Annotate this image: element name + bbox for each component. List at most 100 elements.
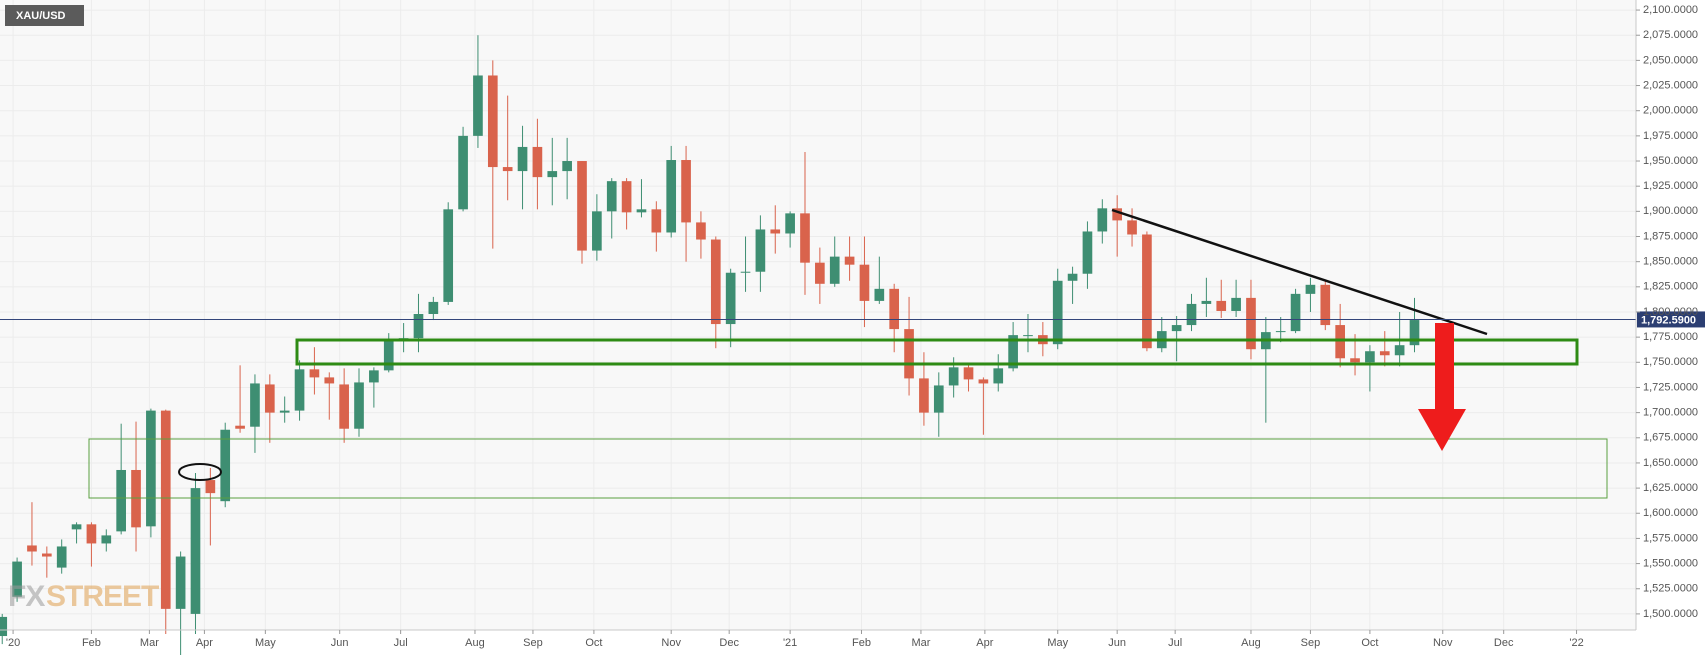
- candle-body: [770, 229, 781, 234]
- candle: [933, 372, 944, 437]
- candle: [770, 205, 781, 254]
- x-tick-label: Dec: [1494, 637, 1514, 649]
- candle-body: [1305, 284, 1316, 294]
- candle-body: [502, 167, 513, 172]
- candle: [324, 372, 335, 420]
- candle-body: [1275, 331, 1286, 333]
- candle: [101, 529, 112, 552]
- candle-body: [1052, 280, 1063, 345]
- y-tick-label: 1,900.0000: [1643, 205, 1698, 217]
- y-tick-label: 1,700.0000: [1643, 407, 1698, 419]
- candle: [1365, 345, 1375, 392]
- candle: [12, 557, 22, 602]
- candle: [621, 178, 632, 230]
- y-tick-label: 1,750.0000: [1643, 356, 1698, 368]
- candle-body: [1409, 320, 1420, 346]
- watermark-prefix: FX: [8, 580, 45, 613]
- candle-body: [56, 546, 67, 568]
- candle-body: [1082, 231, 1093, 274]
- candle: [0, 613, 8, 645]
- candle-body: [190, 488, 201, 614]
- candle-body: [235, 425, 245, 429]
- trend-line: [1111, 208, 1488, 336]
- candle-body: [1320, 284, 1331, 326]
- candle: [993, 354, 1004, 392]
- candle-body: [1171, 325, 1182, 332]
- y-tick-label: 1,500.0000: [1643, 608, 1698, 620]
- candle-body: [1008, 335, 1018, 369]
- annotations: [88, 208, 1608, 499]
- candle-body: [12, 561, 22, 597]
- x-tick-label: Jun: [331, 637, 349, 649]
- candle: [755, 215, 766, 292]
- candle: [532, 118, 543, 210]
- x-tick-label: Oct: [585, 637, 602, 649]
- candle-body: [116, 469, 126, 532]
- highlight-ellipse: [178, 463, 222, 481]
- candle-body: [369, 370, 379, 383]
- y-tick-label: 2,075.0000: [1643, 29, 1698, 41]
- candle-body: [101, 535, 112, 544]
- candle: [978, 377, 989, 435]
- candle: [235, 365, 245, 433]
- x-tick-label: May: [255, 637, 276, 649]
- candle-body: [339, 384, 349, 429]
- candle-body: [562, 161, 572, 172]
- candle: [443, 202, 454, 305]
- candle: [1335, 303, 1345, 368]
- candle: [502, 95, 513, 201]
- candle: [309, 347, 320, 395]
- candle-body: [27, 545, 37, 552]
- y-tick-label: 1,850.0000: [1643, 256, 1698, 268]
- candle-body: [1023, 335, 1033, 337]
- candle-body: [993, 368, 1004, 384]
- candle: [874, 256, 885, 304]
- candle: [829, 236, 840, 287]
- candle-body: [1365, 351, 1375, 363]
- last-price-label: 1,792.5900: [1641, 314, 1696, 326]
- candle-body: [294, 369, 305, 411]
- candle-body: [666, 160, 677, 233]
- y-tick-label: 1,925.0000: [1643, 180, 1698, 192]
- candle: [1112, 195, 1123, 257]
- down-arrow: [1418, 323, 1466, 451]
- x-tick-label: Feb: [82, 637, 101, 649]
- candle: [339, 368, 349, 443]
- candle-body: [532, 146, 543, 178]
- candle-body: [250, 383, 260, 427]
- candle-body: [621, 181, 632, 213]
- x-tick-label: Mar: [140, 637, 159, 649]
- x-tick-label: Nov: [661, 637, 681, 649]
- candle-body: [309, 369, 320, 378]
- candle: [815, 247, 825, 304]
- candle-body: [131, 469, 141, 528]
- y-tick-label: 1,600.0000: [1643, 507, 1698, 519]
- candle-body: [1335, 325, 1345, 359]
- candle: [577, 161, 587, 264]
- candle-body: [1112, 208, 1123, 221]
- support-band: [295, 338, 1579, 366]
- candle-body: [874, 288, 885, 301]
- candle: [86, 522, 97, 567]
- candles: [0, 35, 1420, 655]
- candle: [1052, 268, 1063, 350]
- candle-body: [1142, 234, 1152, 349]
- candle-body: [859, 264, 870, 301]
- candle: [636, 179, 647, 218]
- candle-body: [1186, 303, 1197, 326]
- candle: [428, 296, 439, 321]
- candle-body: [651, 209, 662, 233]
- candle: [785, 211, 795, 248]
- candle-body: [606, 181, 617, 212]
- candle-body: [1216, 300, 1227, 311]
- candle-body: [175, 556, 186, 609]
- candle-body: [443, 209, 454, 302]
- candle-body: [829, 256, 840, 284]
- candle-body: [636, 209, 647, 213]
- candle-body: [473, 75, 483, 136]
- candle-body: [963, 367, 974, 380]
- candle-body: [785, 213, 795, 234]
- candle-body: [383, 341, 394, 371]
- x-tick-label: Aug: [1241, 637, 1261, 649]
- candle: [844, 236, 855, 281]
